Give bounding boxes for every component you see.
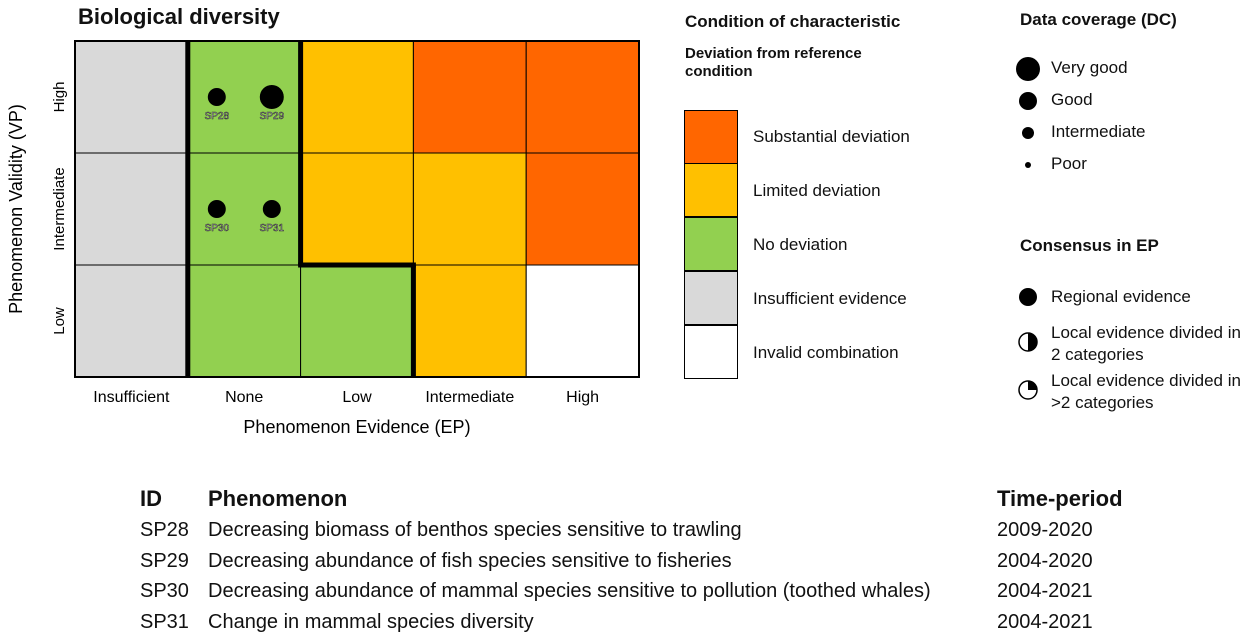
column-label: Intermediate xyxy=(425,389,514,406)
legend-swatch xyxy=(684,163,738,217)
coverage-symbol xyxy=(1016,57,1040,81)
row-label: Intermediate xyxy=(51,167,68,250)
cell xyxy=(525,40,640,154)
coverage-label: Very good xyxy=(1051,58,1128,77)
point-label: SP30 xyxy=(205,223,230,234)
point xyxy=(259,85,284,109)
cell xyxy=(187,152,302,266)
matrix: SP28 SP29 High SP30 SP31 Intermediate Low Insuf… xyxy=(6,40,640,437)
legend-label: Substantial deviation xyxy=(753,127,910,146)
consensus-symbol xyxy=(1028,333,1037,351)
legend-swatch xyxy=(684,271,738,325)
consensus-legend-title: Consensus in EP xyxy=(1020,236,1159,255)
consensus-label: Local evidence divided in 2 categories xyxy=(1051,323,1241,364)
legend-label: Invalid combination xyxy=(753,343,899,362)
row-label: High xyxy=(51,82,68,113)
table-cell: SP29 xyxy=(140,549,189,572)
cell xyxy=(412,40,527,154)
cell xyxy=(412,264,527,378)
cell xyxy=(300,152,414,266)
consensus-symbol xyxy=(1028,381,1037,390)
coverage-symbol xyxy=(1025,162,1031,168)
table-cell: SP28 xyxy=(140,519,189,541)
legend-swatch xyxy=(684,217,738,271)
cell xyxy=(412,152,527,266)
legend-symbols xyxy=(1016,57,1040,400)
column-label: Low xyxy=(342,389,372,406)
coverage-label: Intermediate xyxy=(1051,122,1146,141)
legend-label: Limited deviation xyxy=(753,181,881,200)
consensus-label: Local evidence divided in >2 categories xyxy=(1051,371,1241,412)
x-axis-label: Phenomenon Evidence (EP) xyxy=(243,417,470,437)
coverage-label: Poor xyxy=(1051,154,1087,173)
column-label: Insufficient xyxy=(93,389,170,406)
point-label: SP31 xyxy=(260,223,285,234)
cell xyxy=(300,40,414,154)
column-label: High xyxy=(566,389,599,406)
point-label: SP29 xyxy=(260,111,285,122)
cell xyxy=(300,264,414,378)
legend-swatch xyxy=(684,325,738,379)
condition-legend-title: Condition of characteristic xyxy=(685,12,901,31)
point-label: SP28 xyxy=(205,111,230,122)
legend-label: No deviation xyxy=(753,235,848,254)
consensus-label: Regional evidence xyxy=(1051,287,1191,306)
title: Biological diversity xyxy=(78,4,280,29)
cell xyxy=(74,152,189,266)
table-cell: Decreasing abundance of mammal species s… xyxy=(208,580,931,602)
coverage-legend-title: Data coverage (DC) xyxy=(1020,10,1177,29)
table-cell: Change in mammal species diversity xyxy=(208,610,534,633)
table-cell: Decreasing abundance of fish species sen… xyxy=(208,549,732,572)
cell xyxy=(525,264,640,378)
table-cell: 2004-2020 xyxy=(997,549,1093,572)
cell xyxy=(525,152,640,266)
cell xyxy=(74,40,189,154)
table-cell: 2004-2021 xyxy=(997,610,1093,633)
point xyxy=(207,88,226,106)
table-cell: Decreasing biomass of benthos species se… xyxy=(208,519,742,541)
consensus-symbol xyxy=(1019,288,1037,306)
y-axis-label: Phenomenon Validity (VP) xyxy=(6,104,26,314)
legend-swatch xyxy=(684,110,738,164)
condition-legend-subtitle: Deviation from reference condition xyxy=(685,45,862,80)
table-cell: 2009-2020 xyxy=(997,519,1093,541)
cell xyxy=(187,264,302,378)
cell xyxy=(74,264,189,378)
row-label: Low xyxy=(51,307,68,335)
point xyxy=(207,200,226,218)
table-header: ID xyxy=(140,486,162,511)
legend-label: Insufficient evidence xyxy=(753,289,907,308)
column-label: None xyxy=(225,389,263,406)
table-cell: SP30 xyxy=(140,580,189,602)
table-cell: 2004-2021 xyxy=(997,580,1093,602)
table-header: Time-period xyxy=(997,486,1123,511)
coverage-symbol xyxy=(1022,127,1034,139)
table-cell: SP31 xyxy=(140,610,189,633)
coverage-label: Good xyxy=(1051,90,1093,109)
table-header: Phenomenon xyxy=(208,486,348,511)
coverage-symbol xyxy=(1019,92,1037,110)
point xyxy=(262,200,281,218)
matrix-border xyxy=(74,40,640,378)
